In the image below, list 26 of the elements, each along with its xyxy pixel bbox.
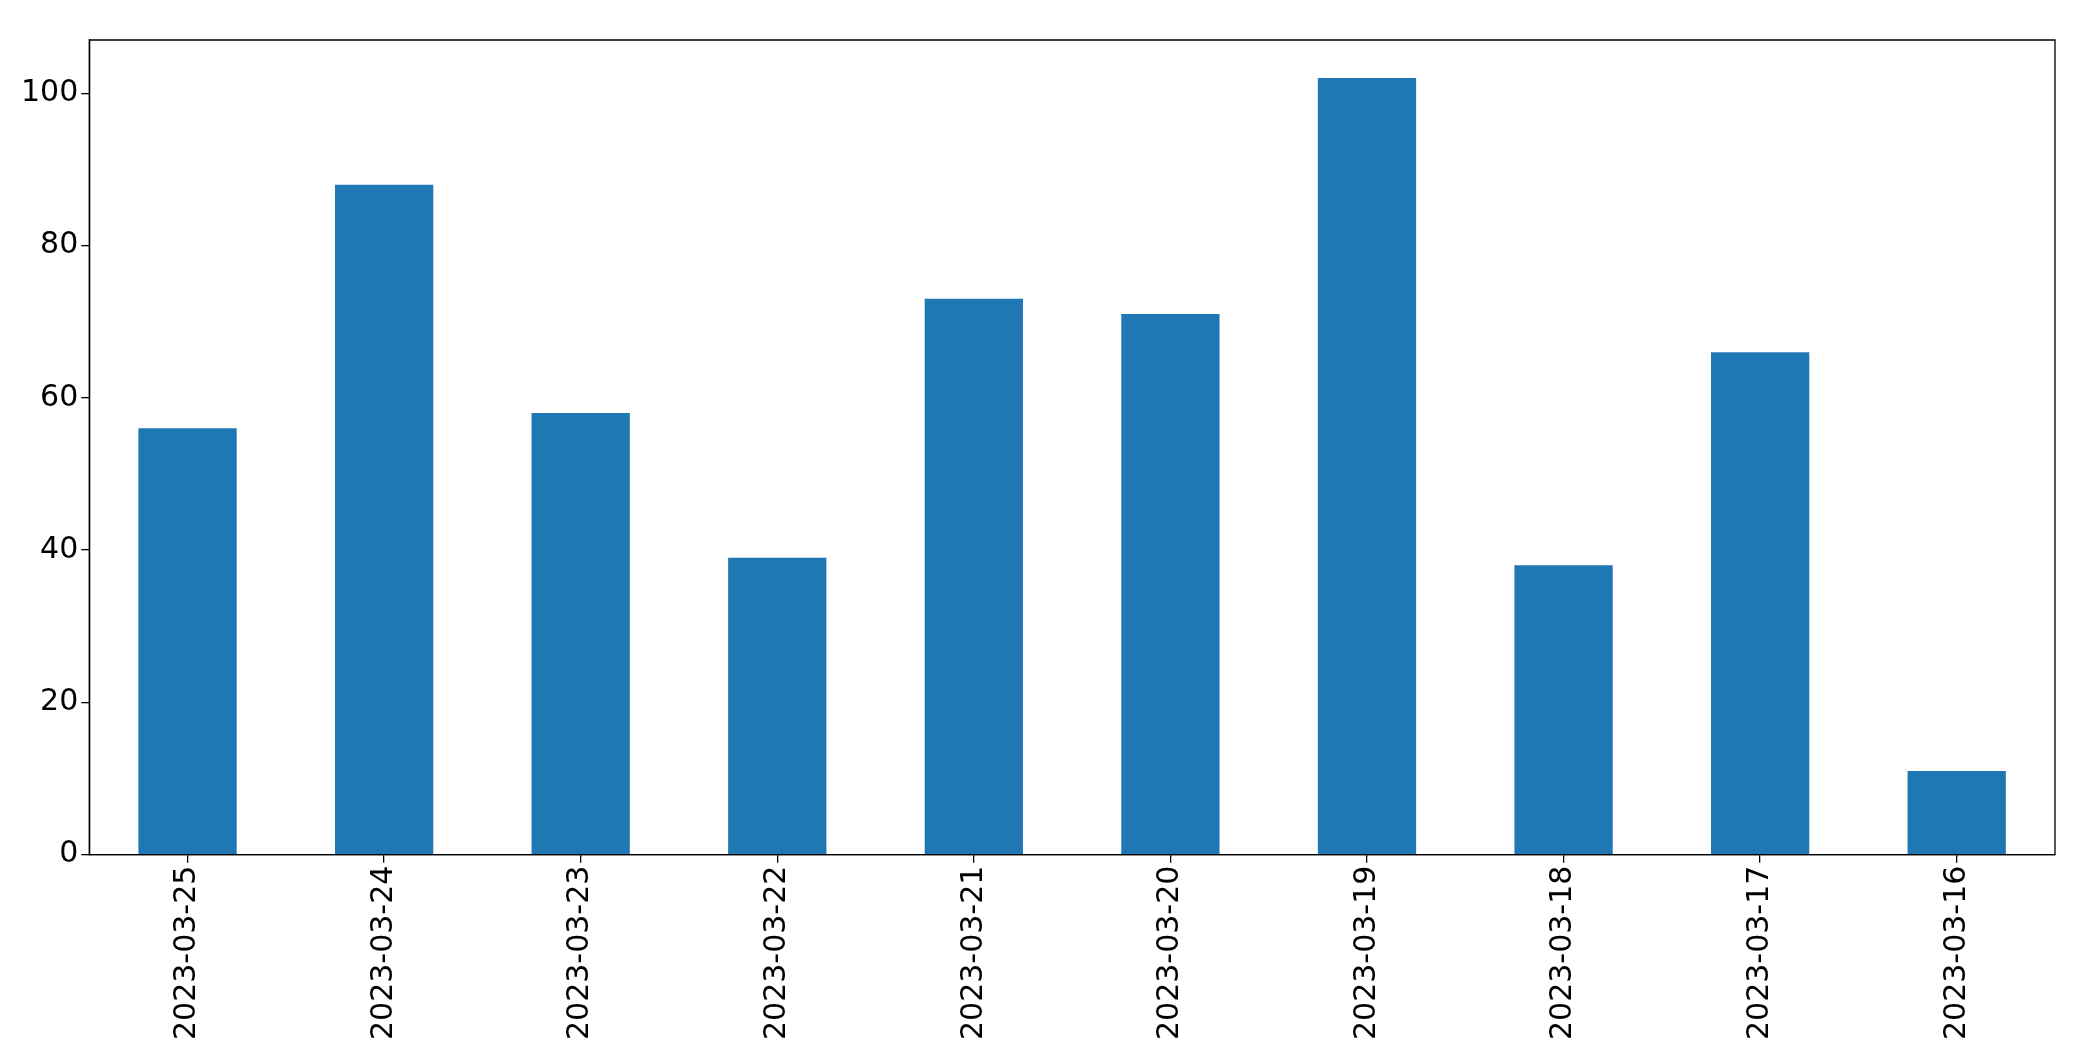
x-tick-label: 2023-03-19: [1346, 865, 1382, 1041]
y-tick-label: 100: [21, 73, 79, 109]
x-tick-label: 2023-03-22: [757, 865, 793, 1041]
bar: [1514, 565, 1613, 854]
x-tick-label: 2023-03-20: [1150, 865, 1186, 1041]
bar: [1317, 78, 1417, 854]
x-tick-label: 2023-03-24: [363, 865, 399, 1041]
bar: [138, 428, 237, 854]
x-tick-label: 2023-03-18: [1543, 865, 1579, 1041]
x-tick-label: 2023-03-16: [1936, 865, 1972, 1041]
x-tick-label: 2023-03-17: [1739, 865, 1775, 1041]
bar: [1907, 770, 2006, 854]
y-tick-label: 60: [40, 377, 79, 413]
bar: [531, 413, 630, 854]
bar: [1711, 352, 1810, 854]
y-tick-label: 20: [40, 682, 79, 718]
y-tick-label: 0: [59, 834, 79, 870]
x-tick-label: 2023-03-23: [560, 865, 596, 1041]
bar: [1121, 314, 1220, 854]
y-tick-label: 80: [40, 225, 79, 261]
bar: [924, 298, 1023, 854]
bar: [728, 557, 827, 854]
bar: [334, 184, 434, 854]
x-tick-label: 2023-03-25: [167, 865, 203, 1041]
y-tick-label: 40: [40, 529, 79, 565]
x-tick-label: 2023-03-21: [953, 865, 989, 1041]
